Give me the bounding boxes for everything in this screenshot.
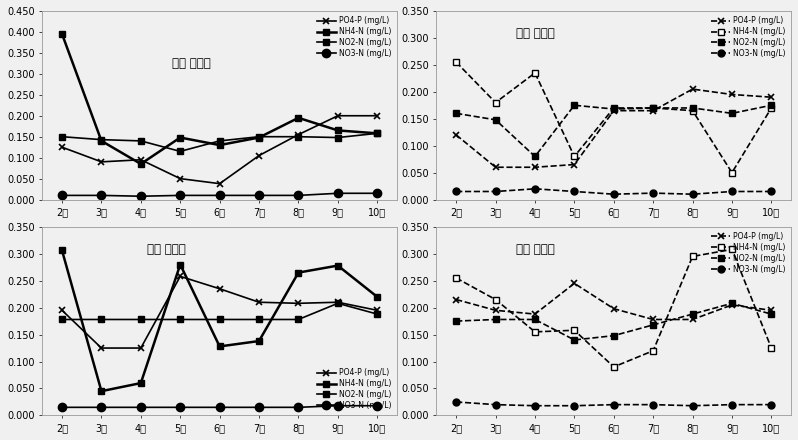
Text: 서청 공극수: 서청 공극수 [516,243,555,256]
Legend: PO4-P (mg/L), NH4-N (mg/L), NO2-N (mg/L), NO3-N (mg/L): PO4-P (mg/L), NH4-N (mg/L), NO2-N (mg/L)… [709,15,788,59]
Legend: PO4-P (mg/L), NH4-N (mg/L), NO2-N (mg/L), NO3-N (mg/L): PO4-P (mg/L), NH4-N (mg/L), NO2-N (mg/L)… [315,15,393,59]
Legend: PO4-P (mg/L), NH4-N (mg/L), NO2-N (mg/L), NO3-N (mg/L): PO4-P (mg/L), NH4-N (mg/L), NO2-N (mg/L)… [709,231,788,275]
Legend: PO4-P (mg/L), NH4-N (mg/L), NO2-N (mg/L), NO3-N (mg/L): PO4-P (mg/L), NH4-N (mg/L), NO2-N (mg/L)… [315,367,393,411]
Text: 보령 공극수: 보령 공극수 [516,27,555,40]
Text: 서청 대조구: 서청 대조구 [147,243,186,256]
Text: 보령 대조구: 보령 대조구 [172,57,211,70]
